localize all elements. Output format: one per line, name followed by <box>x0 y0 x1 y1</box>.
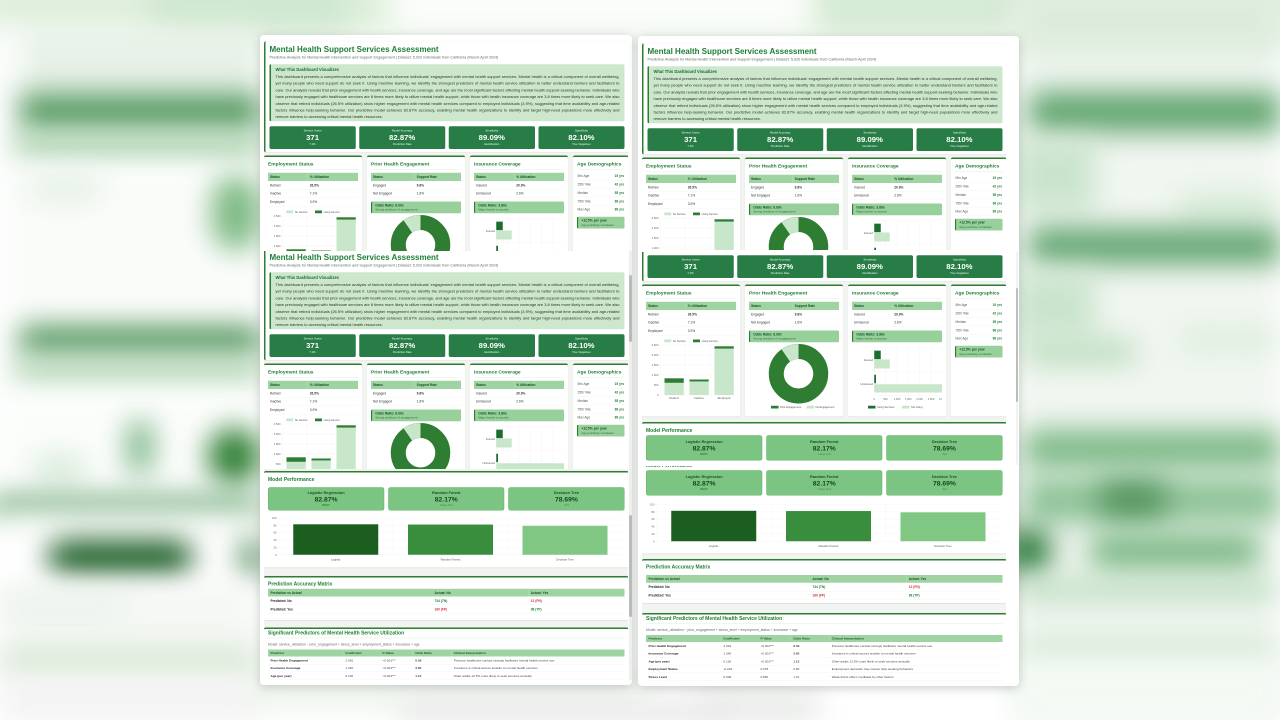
svg-text:2,500: 2,500 <box>651 343 658 347</box>
svg-text:500: 500 <box>654 383 659 387</box>
svg-text:Insured: Insured <box>863 231 873 235</box>
svg-text:Insured: Insured <box>486 230 496 234</box>
svg-text:Uninsured: Uninsured <box>482 461 495 465</box>
svg-text:Logistic: Logistic <box>708 544 718 548</box>
svg-text:Not Using: Not Using <box>911 405 923 409</box>
svg-text:Using Services: Using Services <box>877 405 895 409</box>
svg-text:Prior Engagement: Prior Engagement <box>780 405 801 409</box>
svg-text:Retired: Retired <box>669 396 679 400</box>
svg-text:Random Forest: Random Forest <box>441 558 461 562</box>
svg-text:1,500: 1,500 <box>651 363 658 367</box>
svg-text:500: 500 <box>883 397 888 401</box>
svg-text:3,000: 3,000 <box>939 397 942 401</box>
svg-text:2,500: 2,500 <box>274 214 281 218</box>
svg-text:0: 0 <box>653 539 655 543</box>
svg-text:2,000: 2,000 <box>274 432 281 436</box>
svg-text:Decision Tree: Decision Tree <box>934 544 952 548</box>
svg-text:2,000: 2,000 <box>274 224 281 228</box>
svg-text:Insured: Insured <box>486 437 496 441</box>
svg-text:No Engagement: No Engagement <box>815 405 834 409</box>
svg-text:1,000: 1,000 <box>651 245 658 249</box>
svg-text:100: 100 <box>650 502 655 506</box>
svg-text:1,000: 1,000 <box>893 397 900 401</box>
svg-text:1,500: 1,500 <box>651 235 658 239</box>
svg-text:80: 80 <box>651 509 655 513</box>
svg-text:1,500: 1,500 <box>905 397 912 401</box>
svg-text:2,500: 2,500 <box>927 397 934 401</box>
svg-text:1,500: 1,500 <box>274 234 281 238</box>
svg-text:1,000: 1,000 <box>651 373 658 377</box>
svg-text:500: 500 <box>276 462 281 466</box>
svg-text:1,000: 1,000 <box>274 452 281 456</box>
svg-text:0: 0 <box>657 393 659 397</box>
svg-text:0: 0 <box>873 397 875 401</box>
svg-text:Uninsured: Uninsured <box>860 382 873 386</box>
svg-text:100: 100 <box>272 516 277 520</box>
svg-text:2,500: 2,500 <box>274 422 281 426</box>
svg-text:20: 20 <box>273 546 277 550</box>
svg-text:Employed: Employed <box>717 396 730 400</box>
svg-text:2,000: 2,000 <box>651 353 658 357</box>
svg-text:40: 40 <box>651 524 655 528</box>
svg-text:Logistic: Logistic <box>331 558 341 562</box>
svg-text:80: 80 <box>273 524 277 528</box>
svg-text:1,000: 1,000 <box>274 244 281 248</box>
svg-text:Random Forest: Random Forest <box>818 544 838 548</box>
svg-text:2,000: 2,000 <box>916 397 923 401</box>
svg-text:1,500: 1,500 <box>274 442 281 446</box>
svg-text:Inactive: Inactive <box>694 396 704 400</box>
svg-text:60: 60 <box>273 531 277 535</box>
svg-text:0: 0 <box>275 553 277 557</box>
svg-text:40: 40 <box>273 538 277 542</box>
svg-text:2,500: 2,500 <box>651 215 658 219</box>
svg-text:Decision Tree: Decision Tree <box>556 558 574 562</box>
svg-text:20: 20 <box>651 531 655 535</box>
svg-text:2,000: 2,000 <box>651 225 658 229</box>
svg-text:60: 60 <box>651 517 655 521</box>
svg-text:Insured: Insured <box>863 358 873 362</box>
